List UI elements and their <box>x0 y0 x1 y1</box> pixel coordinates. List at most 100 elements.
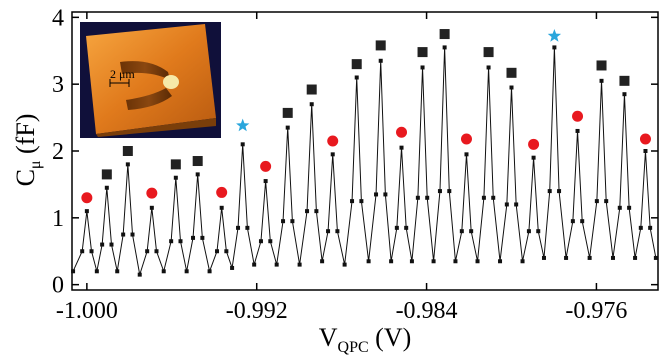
peak-marker-circle <box>327 135 338 146</box>
data-point <box>131 233 135 237</box>
peak-marker-square <box>102 169 112 179</box>
data-point <box>557 189 561 193</box>
peak-marker-star <box>548 29 561 42</box>
peak-marker-circle <box>396 127 407 138</box>
data-point <box>460 229 464 233</box>
data-point <box>514 202 518 206</box>
data-point <box>552 45 556 49</box>
peak-marker-square <box>193 156 203 166</box>
data-point <box>191 236 195 240</box>
peak-marker-square <box>418 47 428 57</box>
data-point <box>320 259 324 263</box>
peak-marker-circle <box>260 161 271 172</box>
x-tick-label: -1.000 <box>56 298 118 324</box>
data-point <box>627 206 631 210</box>
data-point <box>208 269 212 273</box>
data-point <box>395 226 399 230</box>
data-point <box>264 179 268 183</box>
data-point <box>259 239 263 243</box>
y-axis-label-part: μ <box>27 161 44 170</box>
data-point <box>290 219 294 223</box>
data-point <box>648 226 652 230</box>
data-point <box>576 129 580 133</box>
peak-marker-square <box>307 85 317 95</box>
data-point <box>600 79 604 83</box>
data-point <box>453 259 457 263</box>
data-point <box>174 176 178 180</box>
data-point <box>90 249 94 253</box>
data-point <box>230 266 234 270</box>
data-point <box>178 239 182 243</box>
data-point <box>121 233 125 237</box>
inset-image: 2 μm <box>80 22 221 138</box>
data-point <box>80 249 84 253</box>
y-axis-label-part: (fF) <box>11 114 40 161</box>
peak-marker-square <box>352 59 362 69</box>
data-point <box>275 263 279 267</box>
data-point <box>611 256 615 260</box>
y-tick-label: 3 <box>52 72 64 98</box>
peak-marker-square <box>507 68 517 78</box>
y-tick-label: 4 <box>52 5 64 31</box>
peak-marker-square <box>376 40 386 50</box>
data-point <box>138 273 142 277</box>
peak-marker-circle <box>528 139 539 150</box>
data-point <box>286 126 290 130</box>
peak-marker-square <box>171 159 181 169</box>
data-point <box>527 229 531 233</box>
data-point <box>604 199 608 203</box>
data-point <box>200 236 204 240</box>
data-point <box>404 226 408 230</box>
data-point <box>618 206 622 210</box>
data-point <box>542 256 546 260</box>
data-point <box>252 263 256 267</box>
data-point <box>521 259 525 263</box>
data-point <box>100 243 104 247</box>
data-point <box>432 259 436 263</box>
data-point <box>85 209 89 213</box>
peak-marker-circle <box>461 133 472 144</box>
data-point <box>335 229 339 233</box>
data-point <box>383 192 387 196</box>
data-point <box>410 259 414 263</box>
data-point <box>310 102 314 106</box>
data-point <box>374 192 378 196</box>
data-point <box>145 249 149 253</box>
y-axis-label-part: C <box>11 169 40 186</box>
data-point <box>245 226 249 230</box>
data-point <box>532 156 536 160</box>
data-point <box>595 199 599 203</box>
peak-marker-square <box>283 108 293 118</box>
data-point <box>443 45 447 49</box>
data-point <box>510 86 514 90</box>
data-point <box>109 243 113 247</box>
data-point <box>268 239 272 243</box>
peak-marker-circle <box>216 187 227 198</box>
data-point <box>416 196 420 200</box>
peak-marker-square <box>123 146 133 156</box>
data-point <box>359 199 363 203</box>
x-tick-label: -0.984 <box>396 298 458 324</box>
data-point <box>355 75 359 79</box>
data-point <box>469 229 473 233</box>
peak-marker-square <box>484 47 494 57</box>
data-point <box>379 59 383 63</box>
data-point <box>314 209 318 213</box>
chart: 01234-1.000-0.992-0.984-0.976VQPC (V)Cμ … <box>0 0 660 355</box>
data-point <box>169 239 173 243</box>
data-point <box>425 196 429 200</box>
data-point <box>155 249 159 253</box>
data-point <box>281 219 285 223</box>
data-point <box>571 219 575 223</box>
data-point <box>220 206 224 210</box>
peak-marker-square <box>597 60 607 70</box>
data-point <box>343 263 347 267</box>
x-tick-label: -0.992 <box>226 298 288 324</box>
y-axis-label: Cμ (fF) <box>11 114 44 187</box>
data-point <box>438 189 442 193</box>
data-point <box>350 199 354 203</box>
data-point <box>115 269 119 273</box>
data-point <box>447 189 451 193</box>
data-point <box>421 65 425 69</box>
data-point <box>580 219 584 223</box>
